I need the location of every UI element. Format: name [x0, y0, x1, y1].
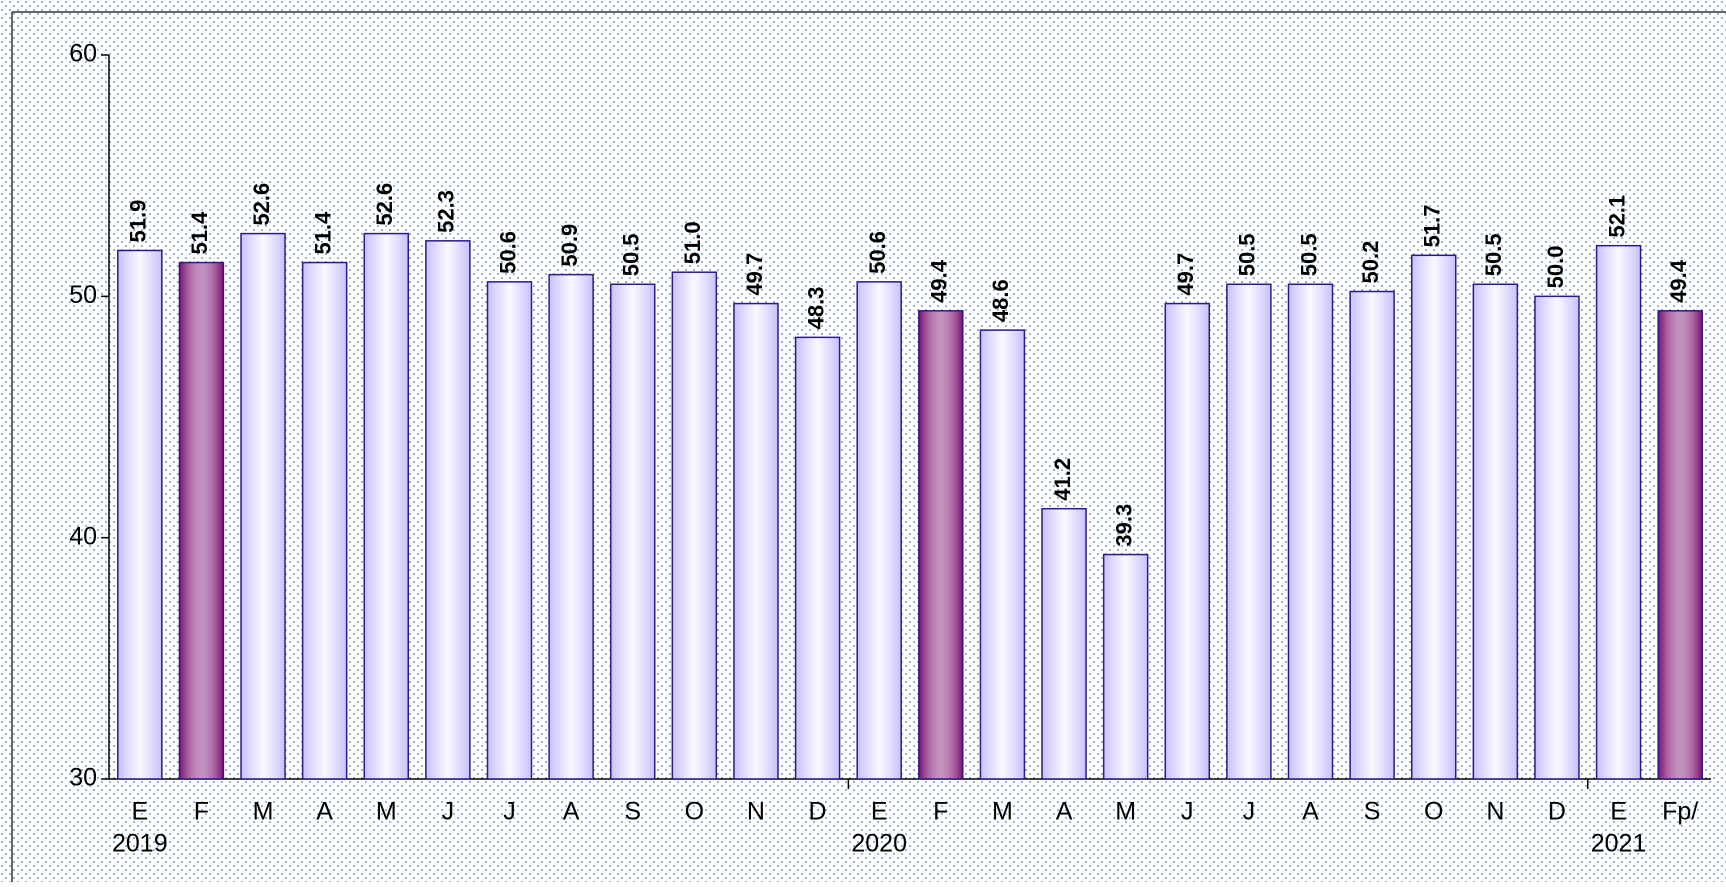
bar	[733, 302, 779, 780]
year-label: 2021	[1591, 830, 1647, 858]
x-tick-label: A	[1302, 798, 1319, 826]
bar	[425, 240, 471, 780]
bar	[856, 281, 902, 780]
value-label: 50.9	[557, 224, 582, 267]
value-label: 51.9	[126, 200, 151, 243]
bar	[979, 329, 1026, 780]
bar	[363, 232, 410, 780]
bar	[178, 261, 225, 780]
x-tick-label: M	[253, 798, 274, 826]
x-tick-label: N	[747, 798, 765, 826]
x-tick-label: J	[1181, 798, 1194, 826]
bar	[671, 271, 718, 780]
y-tick-label: 60	[69, 40, 97, 68]
value-label: 49.4	[1666, 259, 1691, 303]
bar	[1226, 283, 1272, 780]
bar	[301, 261, 348, 780]
bar	[1041, 507, 1087, 780]
bar	[794, 336, 841, 780]
x-tick-label: E	[871, 798, 888, 826]
x-tick-label: D	[1548, 798, 1566, 826]
bar	[1349, 290, 1395, 780]
value-label: 48.6	[988, 279, 1013, 322]
year-label: 2019	[112, 830, 168, 858]
value-label: 52.1	[1604, 195, 1629, 238]
y-tick-label: 40	[69, 522, 97, 550]
x-tick-label: A	[1056, 798, 1073, 826]
value-label: 49.7	[742, 253, 767, 296]
x-tick-label: A	[316, 798, 333, 826]
value-label: 52.6	[372, 183, 397, 226]
x-tick-label: N	[1486, 798, 1504, 826]
x-tick-label: E	[1610, 798, 1627, 826]
x-tick-label: F	[194, 798, 209, 826]
x-tick-label: M	[992, 798, 1013, 826]
bar	[1410, 254, 1457, 780]
value-label: 50.5	[1296, 233, 1321, 276]
bar	[240, 232, 286, 780]
value-label: 49.4	[927, 259, 952, 303]
value-label: 50.5	[1481, 233, 1506, 276]
value-label: 50.5	[619, 233, 644, 276]
bar	[1595, 244, 1642, 780]
value-label: 52.6	[249, 183, 274, 226]
x-tick-label: S	[1364, 798, 1381, 826]
value-label: 51.0	[680, 221, 705, 264]
value-label: 49.7	[1173, 253, 1198, 296]
value-label: 50.6	[495, 231, 520, 274]
bar	[1472, 283, 1519, 780]
x-tick-label: O	[685, 798, 704, 826]
x-tick-label: J	[442, 798, 455, 826]
value-label: 50.6	[865, 231, 890, 274]
bar	[1534, 295, 1580, 780]
bar	[609, 283, 656, 780]
bar	[1657, 310, 1703, 780]
x-tick-label: A	[563, 798, 580, 826]
x-tick-label: S	[624, 798, 641, 826]
y-tick-label: 50	[69, 281, 97, 309]
value-label: 51.4	[187, 211, 212, 255]
value-label: 41.2	[1050, 458, 1075, 501]
year-label: 2020	[851, 830, 907, 858]
bar	[1102, 553, 1149, 780]
bar	[1164, 302, 1211, 780]
value-label: 50.2	[1358, 241, 1383, 284]
x-tick-label: M	[376, 798, 397, 826]
x-tick-label: Fp/	[1662, 798, 1698, 826]
value-label: 52.3	[434, 190, 459, 233]
x-tick-label: M	[1115, 798, 1136, 826]
value-label: 51.7	[1420, 204, 1445, 247]
bar	[486, 281, 533, 780]
bar	[548, 273, 594, 780]
x-tick-label: J	[503, 798, 516, 826]
value-label: 50.0	[1543, 246, 1568, 289]
value-label: 51.4	[310, 211, 335, 255]
bar	[1287, 283, 1334, 780]
value-label: 39.3	[1111, 504, 1136, 547]
x-tick-label: O	[1424, 798, 1443, 826]
x-tick-label: E	[131, 798, 148, 826]
value-label: 50.5	[1235, 233, 1260, 276]
bar	[117, 249, 163, 780]
bar	[918, 310, 964, 780]
x-tick-label: F	[933, 798, 948, 826]
y-tick-label: 30	[69, 764, 97, 792]
value-label: 48.3	[803, 287, 828, 330]
x-tick-label: D	[809, 798, 827, 826]
x-tick-label: J	[1243, 798, 1256, 826]
